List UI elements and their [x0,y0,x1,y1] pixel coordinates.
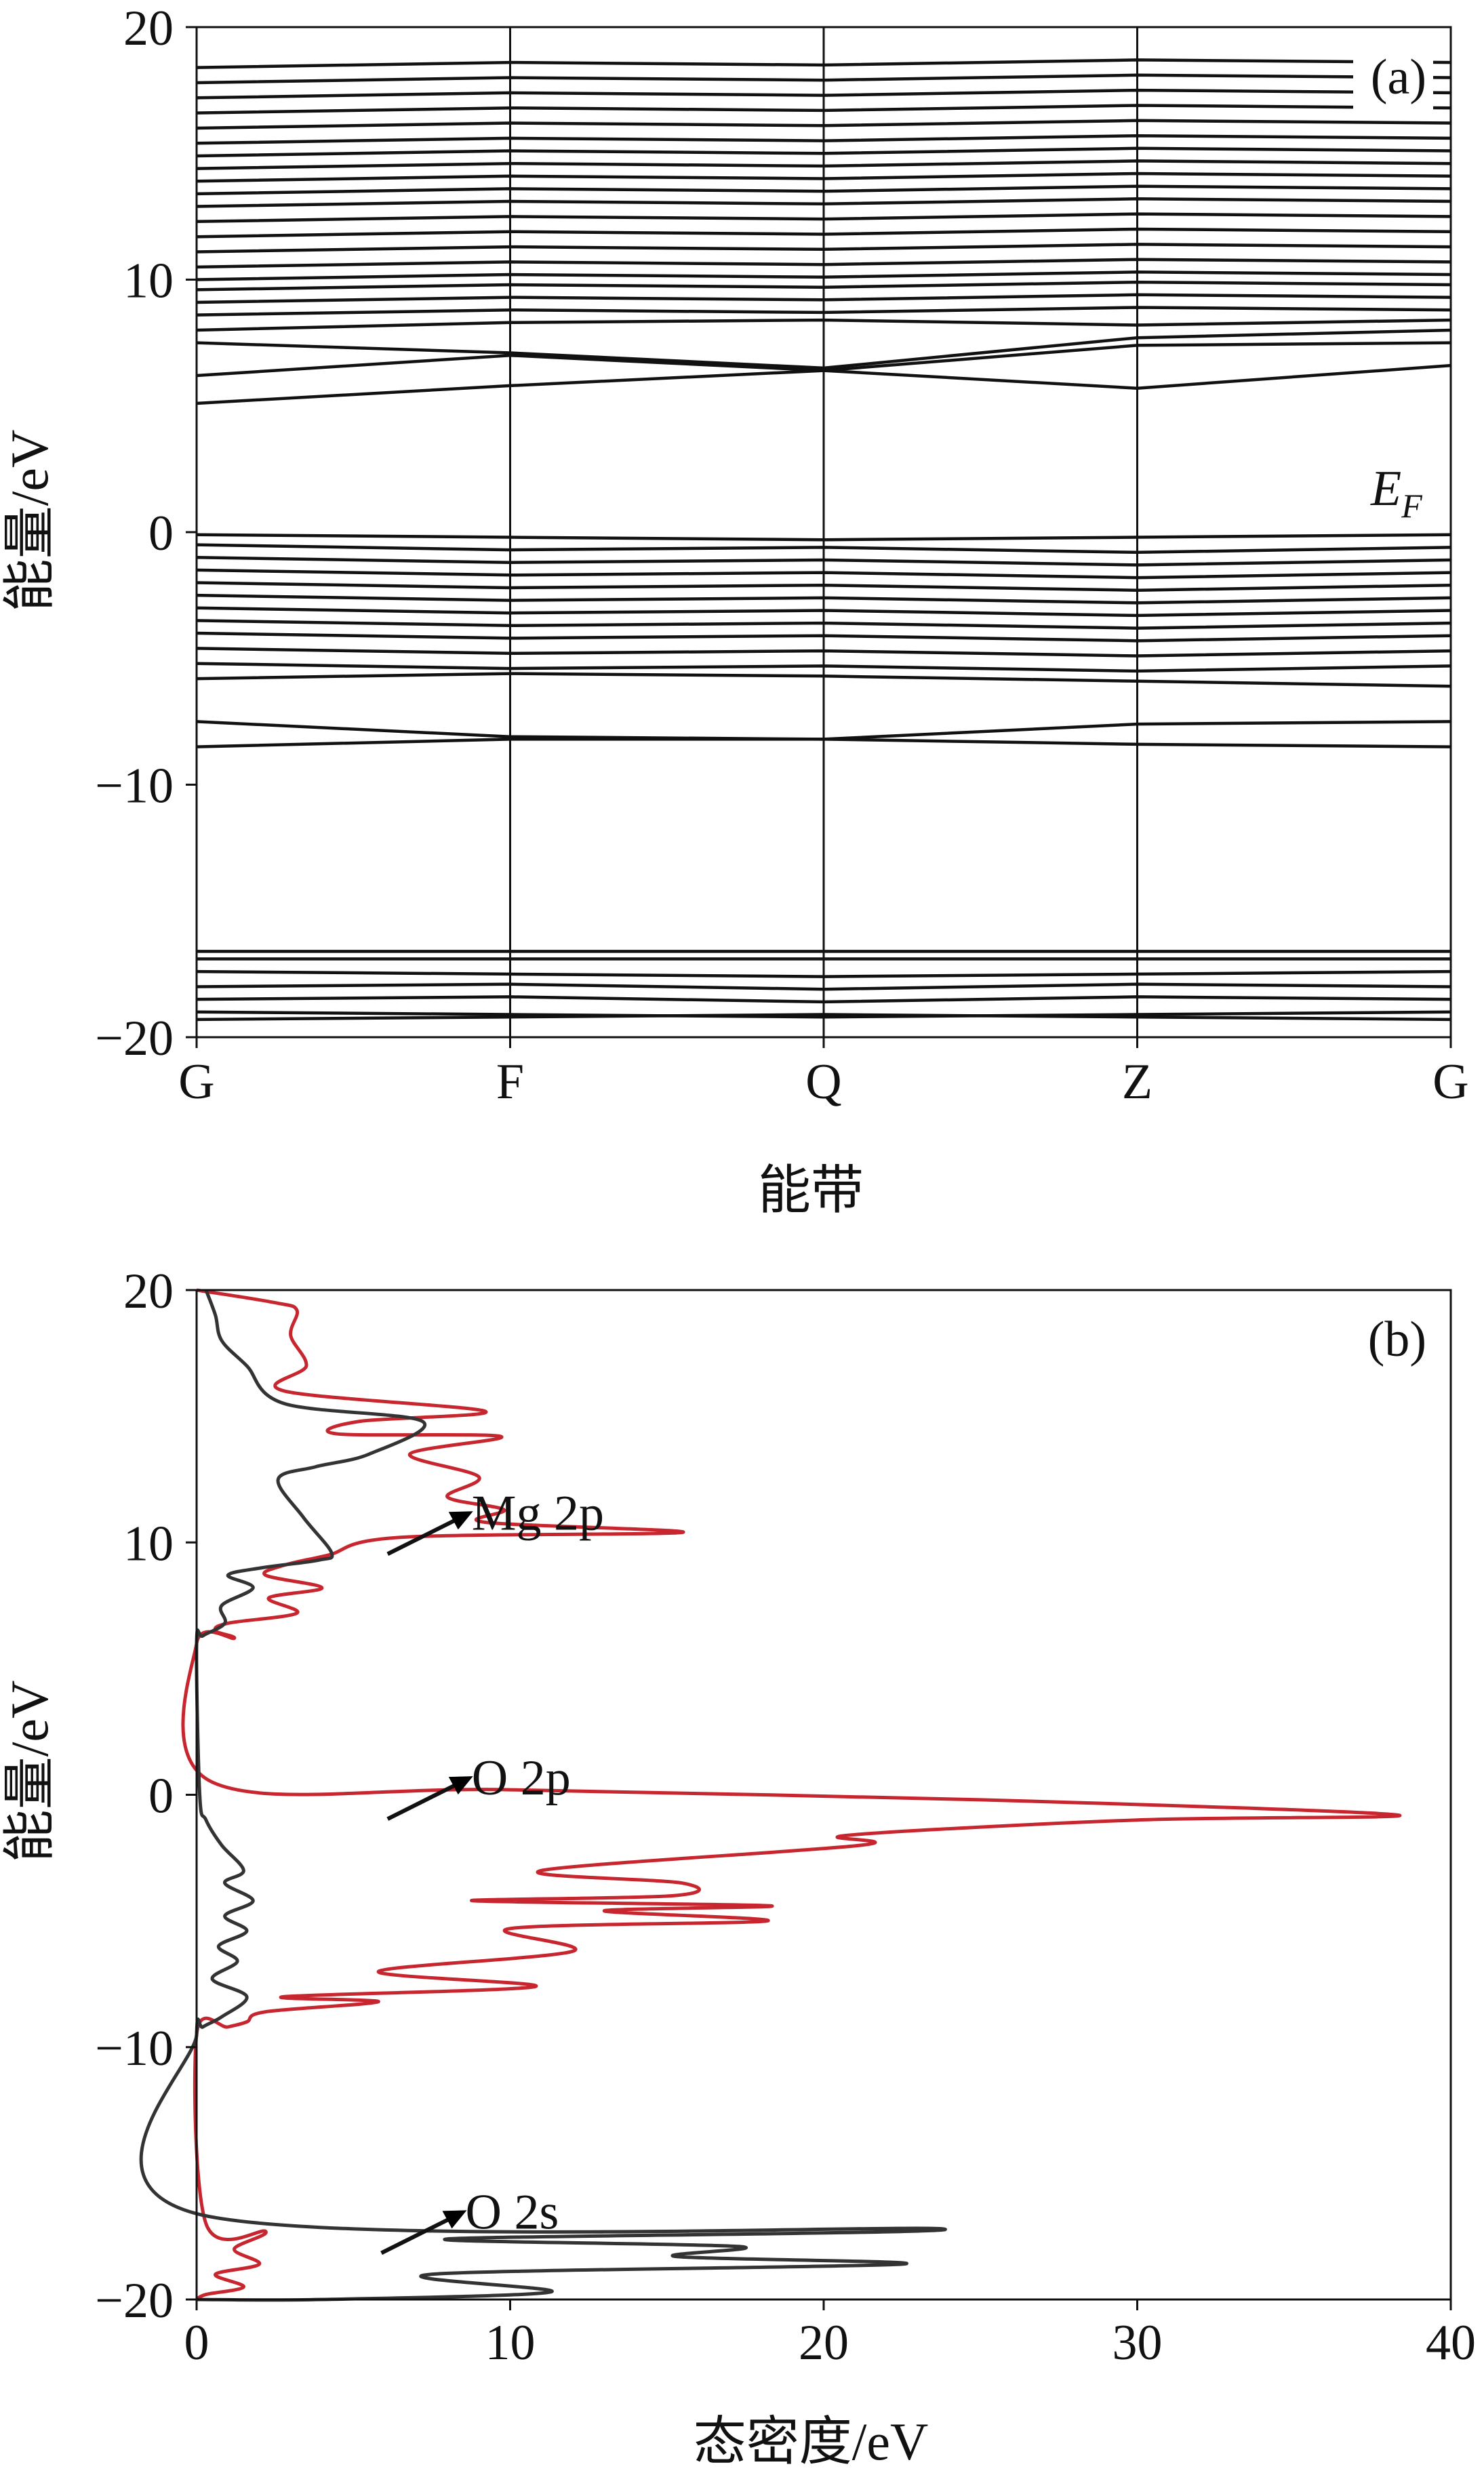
fermi-label-main: E [1370,461,1401,517]
kpoint-divider-lines [509,27,1138,1037]
y-tick-label-b: −20 [95,2273,174,2329]
x-tick-label-b: 40 [1426,2315,1476,2371]
panel-label-b: (b) [1368,1312,1426,1367]
annotation-arrow-shaft [380,2213,457,2255]
y-tick-label-b: −10 [95,2021,174,2076]
y-axis-ticks-a: 20 10 0 −10 −20 [95,1,197,1066]
annotation-arrow-head [442,2210,467,2229]
annotation-label: O 2p [472,1750,571,1806]
y-tick-label-a: −10 [95,759,174,814]
annotation-label: O 2s [466,2184,559,2240]
dos-curve-1 [181,1288,1402,2302]
y-tick-label-b: 0 [148,1769,174,1824]
kpoint-label: G [1432,1054,1468,1110]
y-tick-label-a: −20 [95,1011,174,1066]
panel-label-a: (a) [1371,49,1426,105]
annotation-arrow-head [448,1776,473,1795]
x-tick-label-b: 30 [1112,2315,1163,2371]
x-axis-title-a: 能带 [758,1161,864,1220]
y-tick-label-a: 10 [123,254,174,309]
x-tick-label-b: 20 [799,2315,849,2371]
kpoint-label: G [178,1054,214,1110]
x-tick-label-b: 0 [184,2315,209,2371]
fermi-label-subscript: F [1401,487,1422,525]
y-tick-label-b: 10 [123,1516,174,1571]
fermi-level-label: EF [1370,461,1422,525]
x-tick-label-b: 10 [485,2315,536,2371]
y-axis-title-a: 能量/eV [0,430,59,612]
kpoint-label: Q [805,1054,841,1110]
y-axis-ticks-b: 20 10 0 −10 −20 [95,1264,197,2329]
annotation-arrow-shaft [386,1780,464,1821]
y-tick-label-b: 20 [123,1264,174,1319]
panel-label-background-a [1353,41,1433,113]
annotation-arrow-shaft [386,1514,464,1556]
x-axis-ticks-b: 0 10 20 30 40 [184,2299,1476,2371]
annotation-label: Mg 2p [472,1485,604,1541]
x-axis-title-b: 态密度/eV [694,2412,929,2471]
kpoint-label: F [496,1054,524,1110]
y-tick-label-a: 0 [148,506,174,561]
kpoint-label: Z [1122,1054,1152,1110]
dos-annotations: Mg 2p O 2p O 2s [380,1485,604,2255]
y-axis-title-b: 能量/eV [0,1681,59,1863]
dos-curves [139,1288,1402,2302]
y-tick-label-a: 20 [123,1,174,56]
dos-curve-2 [139,1289,947,2302]
annotation-arrow-head [448,1511,473,1530]
